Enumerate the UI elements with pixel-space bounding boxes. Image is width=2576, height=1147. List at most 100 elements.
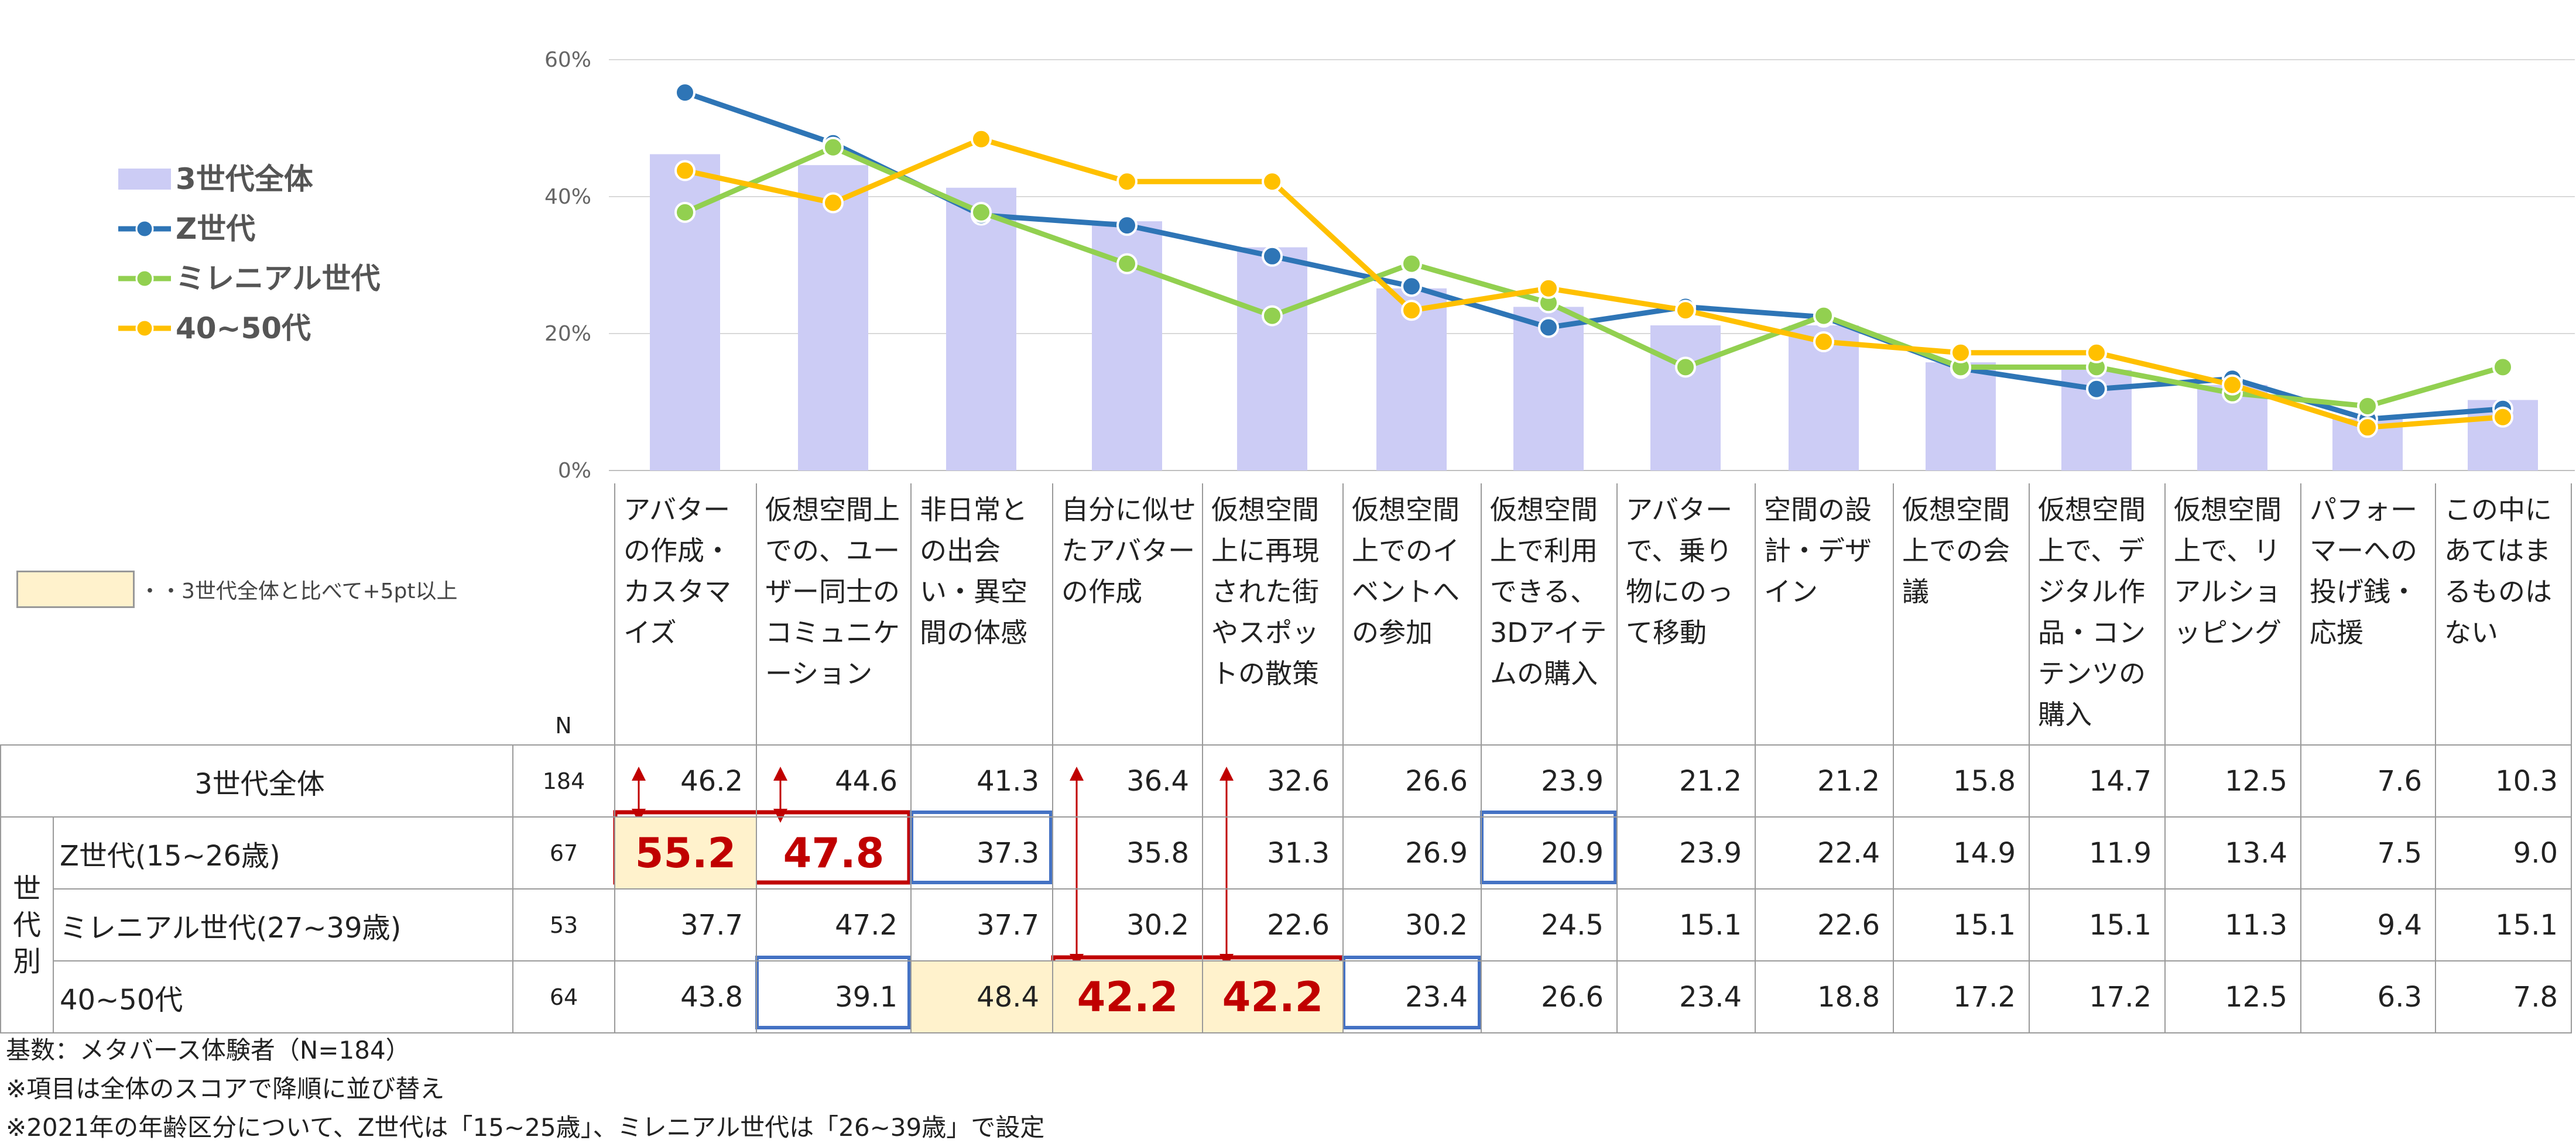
line-point (2357, 396, 2378, 417)
value-cell: 22.4 (1755, 816, 1894, 890)
line-point (2357, 417, 2378, 438)
y-tick-label: 0% (558, 459, 591, 483)
line-point (1401, 276, 1422, 297)
bar (946, 187, 1016, 471)
row-label: ミレニアル世代(27~39歳) (53, 888, 513, 961)
value-cell: 37.7 (910, 888, 1053, 961)
value-cell: 26.9 (1342, 816, 1482, 890)
value-cell: 11.9 (2029, 816, 2166, 890)
line-point (1538, 277, 1559, 299)
bar (798, 165, 868, 471)
value-cell: 21.2 (1755, 744, 1894, 818)
legend-label: Z世代 (176, 212, 255, 246)
value-cell: 15.8 (1893, 744, 2030, 818)
value-cell: 47.8 (756, 816, 912, 890)
category-header: 仮想空間上で、デジタル作品・コンテンツの購入 (2029, 483, 2166, 746)
series-lines (674, 82, 2513, 438)
line-point (1116, 171, 1138, 193)
value-cell: 23.9 (1481, 744, 1618, 818)
row-label: Z世代(15~26歳) (53, 816, 513, 890)
category-header: 非日常との出会い・異空間の体感 (910, 483, 1053, 746)
value-cell: 24.5 (1481, 888, 1618, 961)
value-cell: 35.8 (1052, 816, 1203, 890)
value-cell: 23.9 (1616, 816, 1756, 890)
value-cell: 22.6 (1755, 888, 1894, 961)
legend-item: Z世代 (118, 212, 255, 246)
legend-marker (135, 219, 154, 238)
line-point (2222, 374, 2243, 396)
category-label: この中にあてはまるものはない (2444, 494, 2552, 648)
value-cell: 15.1 (1616, 888, 1756, 961)
value-cell: 44.6 (756, 744, 912, 818)
value-cell: 11.3 (2164, 888, 2301, 961)
value-cell: 10.3 (2435, 744, 2572, 818)
table-row: 3世代全体 184 46.2 44.6 41.3 36.4 32.6 26.6 23.9 21.2… (0, 744, 2572, 818)
value-cell: 26.6 (1342, 744, 1482, 818)
group-label: 世代別 (0, 816, 54, 1033)
value-cell: 55.2 (614, 816, 757, 890)
value-cell: 12.5 (2164, 960, 2301, 1033)
line-point (1675, 356, 1696, 378)
highlight-swatch (16, 571, 135, 608)
value-cell: 7.6 (2300, 744, 2436, 818)
category-header: 空間の設計・デザイン (1755, 483, 1894, 746)
line-point (2492, 356, 2513, 378)
line-point (1401, 300, 1422, 321)
value-cell: 14.9 (1893, 816, 2030, 890)
category-header: 仮想空間上で、リアルショッピング (2164, 483, 2301, 746)
highlight-note-text: ・・3世代全体と比べて+5pt以上 (139, 579, 458, 603)
value-cell: 12.5 (2164, 744, 2301, 818)
legend-marker (135, 269, 154, 288)
category-label: 仮想空間上での、ユーザー同士のコミュニケーション (765, 494, 900, 689)
line-point (674, 160, 696, 181)
value-cell: 23.4 (1616, 960, 1756, 1033)
category-label: 自分に似せたアバターの作成 (1061, 494, 1196, 607)
value-cell: 13.4 (2164, 816, 2301, 890)
category-header: アバターの作成・カスタマイズ (614, 483, 757, 746)
table-row: 世代別 Z世代(15~26歳) 67 55.2 47.8 37.3 35.8 31.3 26.9… (0, 816, 2572, 1033)
value-cell: 47.2 (756, 888, 912, 961)
value-cell: 37.3 (910, 816, 1053, 890)
bars-all-generations (650, 154, 2538, 471)
category-label: 仮想空間上での会議 (1902, 494, 2010, 607)
value-cell: 7.8 (2435, 960, 2572, 1033)
line-point (823, 192, 844, 214)
value-cell: 15.1 (1893, 888, 2030, 961)
category-header: アバターで、乗り物にのって移動 (1616, 483, 1756, 746)
value-cell: 17.2 (2029, 960, 2166, 1033)
n-header: N (513, 483, 615, 746)
y-axis-ticks: 0% 20% 40% 60% (544, 48, 591, 483)
value-cell: 17.2 (1893, 960, 2030, 1033)
value-cell: 42.2 (1052, 960, 1203, 1033)
value-cell: 30.2 (1052, 888, 1203, 961)
value-cell: 37.7 (614, 888, 757, 961)
line-point (2086, 342, 2107, 363)
category-label: 仮想空間上で利用できる、3Dアイテムの購入 (1490, 494, 1607, 689)
line-point (1262, 171, 1283, 193)
legend-label: 3世代全体 (176, 162, 313, 196)
category-label: 非日常との出会い・異空間の体感 (920, 494, 1027, 648)
line-point (1116, 253, 1138, 274)
legend-label: ミレニアル世代 (176, 262, 381, 296)
n-value: 184 (512, 744, 615, 818)
line-point (1813, 331, 1834, 353)
value-cell: 6.3 (2300, 960, 2436, 1033)
value-cell: 18.8 (1755, 960, 1894, 1033)
value-cell: 41.3 (910, 744, 1053, 818)
y-tick-label: 20% (544, 322, 591, 346)
line-point (674, 82, 696, 104)
category-label: 仮想空間上でのイベントへの参加 (1352, 494, 1460, 648)
category-label: アバターで、乗り物にのって移動 (1626, 494, 1734, 648)
line-point (1262, 245, 1283, 267)
value-cell: 7.5 (2300, 816, 2436, 890)
line-point (1401, 253, 1422, 274)
footnote-base: 基数：メタバース体験者（N=184） (6, 1036, 410, 1064)
category-label: パフォーマーへの投げ銭・応援 (2310, 494, 2417, 648)
bar (1237, 247, 1307, 471)
category-header: 仮想空間上で利用できる、3Dアイテムの購入 (1481, 483, 1618, 746)
line-point (674, 201, 696, 223)
gridlines (609, 59, 2575, 471)
value-cell: 15.1 (2435, 888, 2572, 961)
n-value: 64 (512, 960, 615, 1033)
value-cell: 23.4 (1342, 960, 1482, 1033)
